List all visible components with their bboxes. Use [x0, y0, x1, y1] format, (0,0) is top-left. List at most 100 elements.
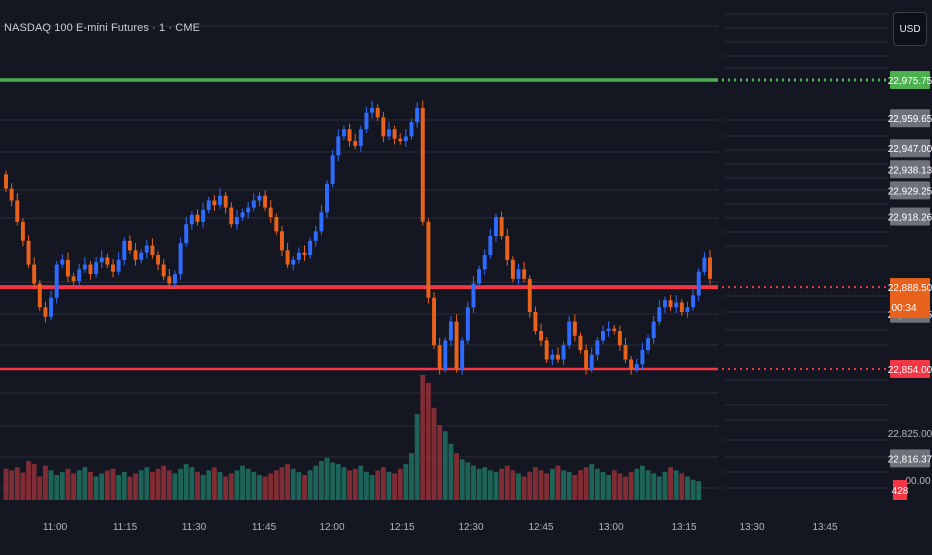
price-axis-label-bg	[890, 109, 930, 128]
candle-body	[403, 136, 408, 142]
volume-bar	[138, 470, 144, 500]
candle-body	[37, 283, 42, 308]
volume-bar	[71, 473, 76, 500]
volume-bar	[476, 468, 482, 500]
volume-bar	[409, 453, 414, 500]
volume-bar	[634, 468, 640, 500]
candle-body	[544, 340, 549, 360]
candle-body	[415, 107, 420, 123]
volume-bar	[623, 476, 628, 500]
candle-body	[268, 207, 273, 218]
candle-body	[595, 340, 600, 355]
price-axis-label: 22,959.65	[888, 114, 932, 125]
volume-bar	[600, 471, 606, 500]
volume-bar	[487, 470, 493, 500]
candle-body	[291, 259, 296, 265]
volume-bar	[166, 470, 172, 500]
candle-body	[336, 136, 341, 156]
time-axis-label: 13:15	[671, 522, 696, 533]
volume-bar	[234, 470, 240, 500]
candle-body	[679, 302, 684, 313]
currency-button[interactable]: USD	[893, 12, 927, 46]
volume-bar	[3, 468, 9, 500]
volume-bar	[76, 470, 82, 500]
candle-body	[218, 195, 222, 206]
volume-bar	[679, 473, 685, 500]
candle-body	[387, 129, 391, 137]
time-axis[interactable]: 11:00 11:15 11:30 11:45 12:00 12:15 12:30 12:45…	[43, 522, 838, 533]
volume-bar	[82, 467, 88, 500]
volume-bar	[448, 443, 454, 500]
candle-body	[189, 214, 194, 225]
candle-body	[561, 345, 566, 360]
candle-body	[572, 321, 577, 336]
volume-bar	[420, 375, 426, 500]
volume-bar	[640, 465, 645, 500]
volume-bar	[268, 473, 274, 500]
candle-body	[420, 107, 425, 222]
volume-bar	[155, 468, 161, 500]
volume-bar	[606, 475, 612, 500]
volume-bar	[482, 467, 488, 500]
horizontal-levels[interactable]	[0, 78, 888, 371]
price-axis-plain-label: 00.00	[905, 476, 930, 487]
grid-lines	[0, 13, 888, 489]
volume-bar	[59, 471, 65, 500]
chart-title: NASDAQ 100 E-mini Futures · 1 · CME	[4, 22, 201, 34]
candle-body	[111, 264, 115, 272]
candle-body	[584, 350, 589, 369]
candle-body	[364, 112, 369, 130]
candle-body	[640, 350, 645, 365]
candle-body	[629, 359, 634, 369]
volume-bar	[364, 471, 369, 500]
candle-body	[139, 252, 144, 260]
volume-bar	[341, 467, 347, 500]
candle-body	[533, 312, 538, 332]
candle-body	[443, 340, 448, 369]
candle-body	[325, 183, 329, 213]
volume-bar	[583, 467, 589, 500]
volume-bar	[9, 470, 15, 500]
volume-bar	[532, 467, 538, 500]
price-axis-label-bg	[890, 207, 930, 226]
volume-bar	[144, 467, 150, 500]
candle-body	[251, 200, 256, 208]
time-axis-label: 13:30	[739, 522, 764, 533]
volume-bar	[251, 471, 257, 500]
candle-body	[184, 224, 189, 244]
volume-bar	[594, 468, 600, 500]
volume-bar	[285, 464, 291, 500]
volume-bar	[99, 473, 105, 500]
time-axis-label: 11:45	[252, 522, 277, 533]
volume-bar	[392, 473, 398, 500]
volume-bar	[454, 453, 459, 500]
candle-body	[353, 141, 358, 146]
volume-bar	[561, 470, 566, 500]
candle-body	[516, 269, 521, 279]
candle-body	[65, 259, 70, 277]
volume-bar	[685, 476, 690, 500]
volume-bar	[431, 407, 437, 500]
volume-bar	[88, 471, 93, 500]
candle-body	[708, 257, 712, 279]
price-axis-label-bg	[890, 139, 930, 158]
candle-body	[409, 122, 414, 137]
volume-bar	[302, 475, 307, 500]
candle-body	[9, 188, 14, 201]
time-axis-label: 12:45	[528, 522, 553, 533]
candle-body	[43, 307, 48, 317]
volume-bar	[544, 473, 550, 500]
candle-body	[651, 321, 656, 339]
candle-body	[522, 269, 527, 279]
candle-body	[116, 259, 121, 272]
volume-bar	[442, 431, 448, 500]
volume-bar	[206, 470, 212, 500]
price-axis[interactable]: 22,959.65 22,947.00 22,938.13 22,929.25 22,9…	[888, 71, 932, 500]
volume-bar	[26, 460, 31, 500]
volume-label-bg	[893, 480, 907, 500]
candle-body	[674, 302, 679, 308]
candle-body	[212, 200, 217, 206]
volume-bar	[375, 470, 381, 500]
candle-body	[167, 276, 172, 284]
